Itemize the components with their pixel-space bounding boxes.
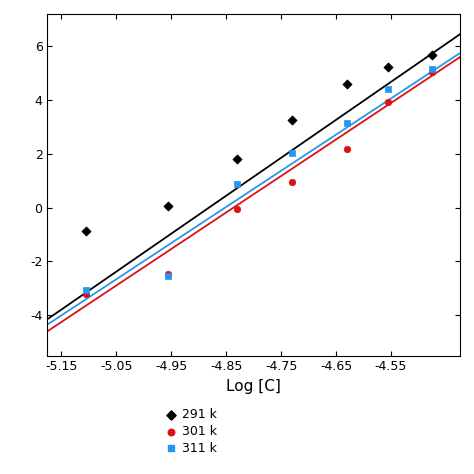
291 k: [164, 202, 172, 210]
291 k: [82, 227, 90, 234]
301 k: [82, 290, 90, 298]
311 k: [82, 286, 90, 293]
291 k: [384, 63, 392, 71]
291 k: [288, 117, 296, 124]
301 k: [428, 68, 436, 76]
311 k: [384, 86, 392, 93]
301 k: [288, 178, 296, 186]
291 k: [233, 155, 241, 163]
291 k: [343, 80, 351, 88]
301 k: [384, 98, 392, 105]
311 k: [428, 65, 436, 73]
301 k: [343, 145, 351, 152]
311 k: [288, 149, 296, 156]
311 k: [233, 180, 241, 187]
301 k: [233, 205, 241, 213]
291 k: [428, 51, 436, 58]
301 k: [164, 270, 172, 277]
X-axis label: Log [C]: Log [C]: [226, 379, 281, 394]
Legend: 291 k, 301 k, 311 k: 291 k, 301 k, 311 k: [163, 404, 221, 458]
311 k: [343, 119, 351, 127]
311 k: [164, 273, 172, 280]
